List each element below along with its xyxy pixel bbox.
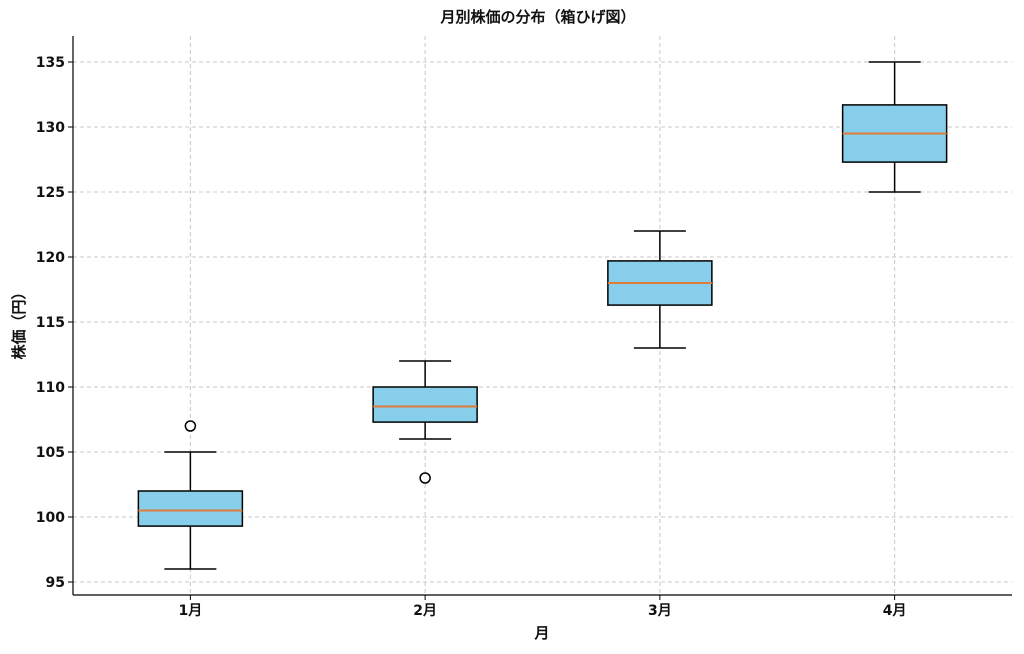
box-iqr bbox=[137, 490, 244, 527]
x-tick-label: 4月 bbox=[883, 603, 907, 619]
outlier-point bbox=[419, 472, 431, 484]
x-tick-label: 2月 bbox=[413, 603, 437, 619]
y-tick-label: 110 bbox=[36, 380, 65, 396]
box-group-1 bbox=[137, 420, 244, 570]
x-axis-label: 月 bbox=[533, 624, 549, 642]
x-tick-label: 1月 bbox=[179, 603, 203, 619]
y-tick-label: 125 bbox=[36, 185, 65, 201]
y-tick-label: 135 bbox=[36, 55, 65, 71]
y-tick-label: 120 bbox=[36, 250, 65, 266]
x-tick-label: 3月 bbox=[648, 603, 672, 619]
y-tick-label: 95 bbox=[46, 575, 65, 591]
y-tick-label: 115 bbox=[36, 315, 65, 331]
y-tick-label: 130 bbox=[36, 120, 65, 136]
axis-layer: 95 100 105 110 115 120 125 130 135 1月 2月 3月 4月 bbox=[36, 36, 1012, 619]
y-axis-label: 株価（円） bbox=[10, 284, 28, 359]
box-group-3 bbox=[607, 230, 713, 349]
grid-layer bbox=[73, 36, 1012, 595]
chart-title: 月別株価の分布（箱ひげ図） bbox=[439, 8, 635, 26]
box-iqr bbox=[372, 386, 478, 423]
y-tick-label: 100 bbox=[36, 510, 65, 526]
box-group-2 bbox=[372, 360, 478, 484]
y-tick-label: 105 bbox=[36, 445, 65, 461]
box-layer bbox=[137, 61, 948, 570]
outlier-point bbox=[184, 420, 197, 432]
box-group-4 bbox=[841, 61, 948, 193]
